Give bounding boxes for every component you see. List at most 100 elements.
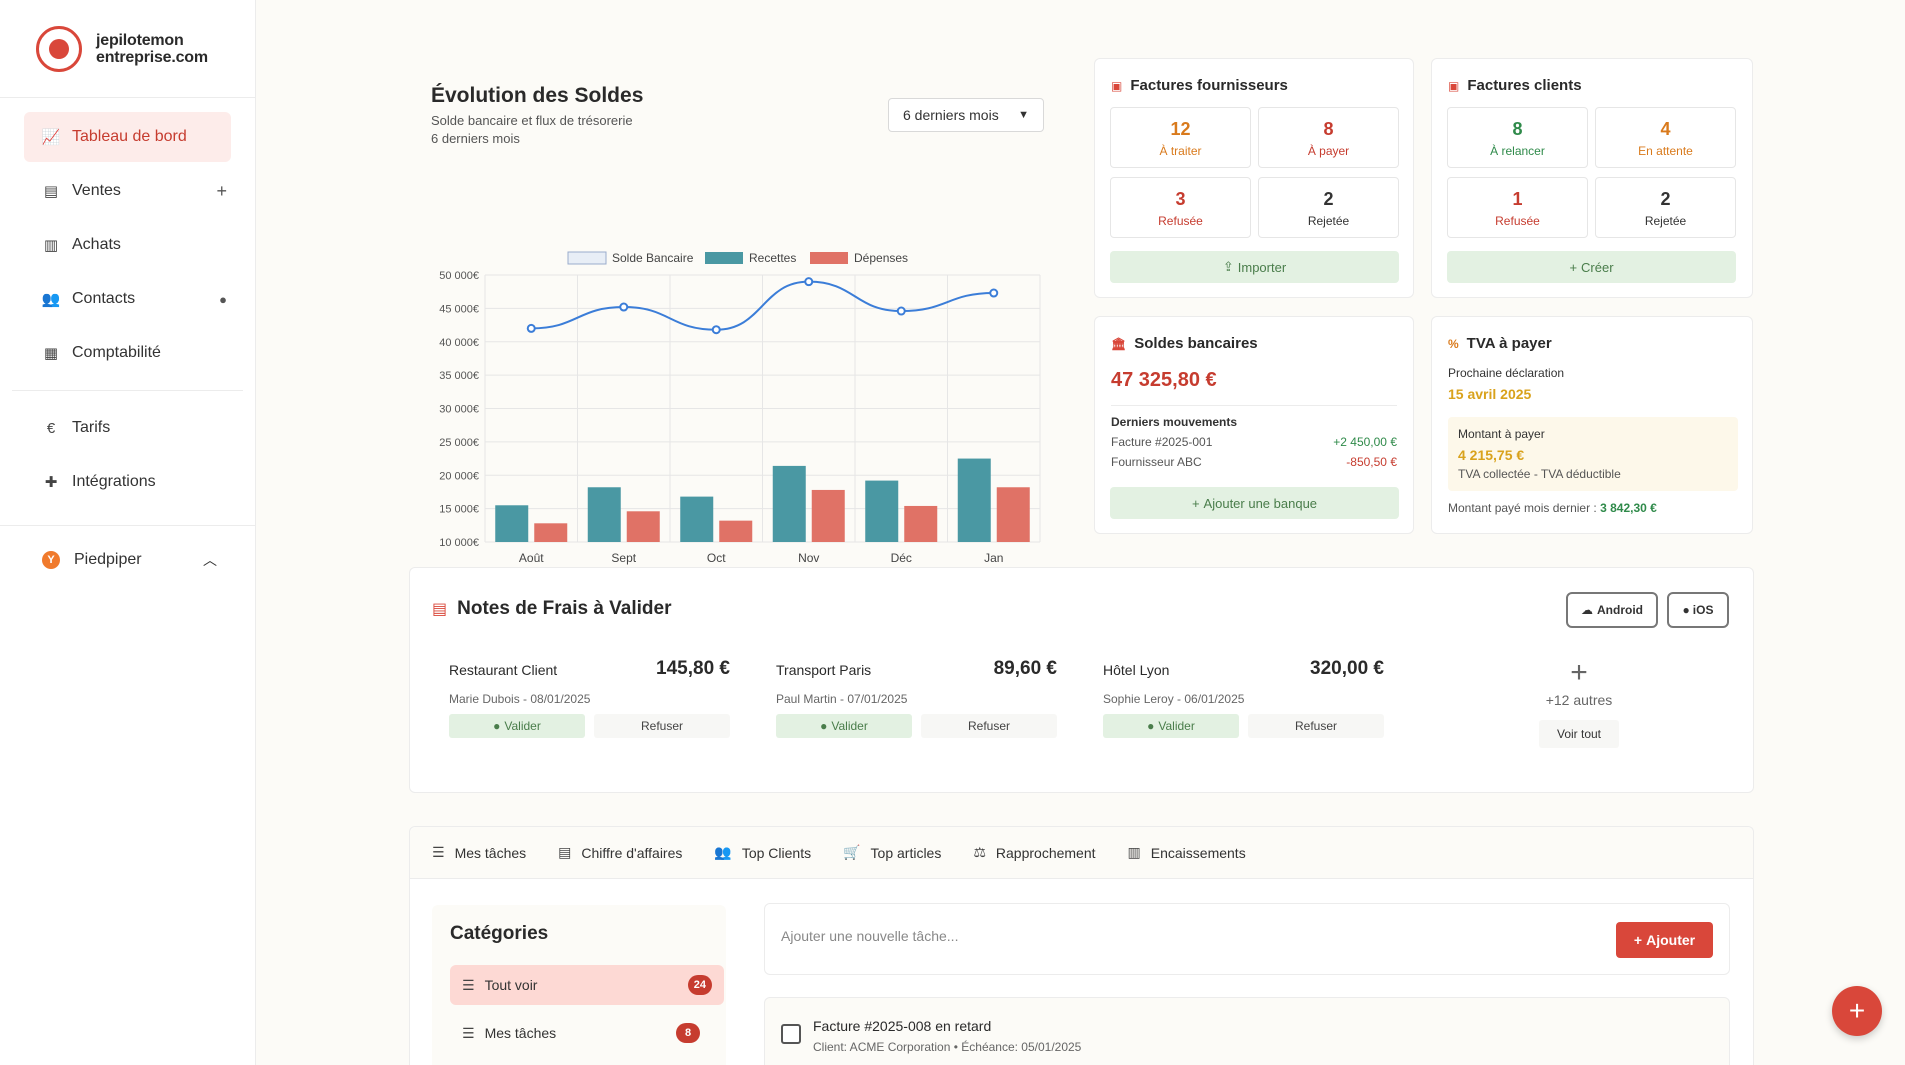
x-tick-label: Jan (984, 551, 1003, 565)
last-paid: Montant payé mois dernier : 3 842,30 € (1448, 501, 1657, 515)
android-button[interactable]: ☁ Android (1566, 592, 1658, 628)
tab-encaissements[interactable]: ▥ Encaissements (1127, 844, 1246, 861)
category-my-tasks[interactable]: ☰ Mes tâches 8 (450, 1013, 712, 1053)
x-tick-label: Oct (707, 551, 726, 565)
apple-icon: ● (1682, 603, 1690, 617)
stat-a-traiter[interactable]: 12 À traiter (1110, 107, 1251, 168)
bank-total: 47 325,80 € (1111, 369, 1217, 391)
stat-en-attente[interactable]: 4 En attente (1595, 107, 1736, 168)
tab-top-clients[interactable]: 👥 Top Clients (714, 844, 812, 861)
task-checkbox[interactable] (781, 1024, 801, 1044)
sidebar-item-ventes[interactable]: ▤ Ventes + (12, 166, 243, 216)
bar-recettes (495, 505, 529, 542)
expense-note: Restaurant Client 145,80 € Marie Dubois … (449, 658, 730, 762)
sidebar-item-dashboard[interactable]: 📈 Tableau de bord (24, 112, 231, 162)
legend-swatch (705, 252, 743, 264)
see-all-button[interactable]: Voir tout (1539, 720, 1619, 748)
add-task-button[interactable]: + Ajouter (1616, 922, 1713, 958)
line-point (619, 302, 629, 312)
validate-button[interactable]: ● Valider (449, 714, 585, 738)
tab-rapprochement[interactable]: ⚖ Rapprochement (973, 844, 1096, 861)
refuse-button[interactable]: Refuser (594, 714, 730, 738)
task-title: Facture #2025-008 en retard (813, 1018, 992, 1034)
period-select[interactable]: 6 derniers mois ▼ (888, 98, 1044, 132)
bar-recettes (772, 465, 806, 542)
file-import-icon: ▥ (43, 237, 59, 254)
legend-label: Recettes (749, 251, 796, 265)
stat-a-relancer[interactable]: 8 À relancer (1447, 107, 1588, 168)
plus-icon[interactable]: + (216, 180, 227, 201)
line-point (989, 288, 999, 298)
bar-depenses (904, 505, 938, 542)
chart-subtitle: Solde bancaire et flux de trésorerie 6 d… (431, 113, 633, 146)
sidebar-item-comptabilite[interactable]: ▦ Comptabilité (12, 328, 243, 378)
plus-icon[interactable]: + (1570, 656, 1588, 689)
legend-label: Solde Bancaire (612, 251, 694, 265)
movement-label: Facture #2025-001 (1111, 435, 1213, 449)
add-bank-button[interactable]: + Ajouter une banque (1110, 487, 1399, 519)
plus-icon: + (1191, 495, 1200, 511)
file-invoice-icon: ▣ (1448, 78, 1460, 93)
stat-a-payer[interactable]: 8 À payer (1258, 107, 1399, 168)
user-icon[interactable]: ● (219, 291, 227, 307)
y-tick-label: 50 000€ (439, 270, 479, 282)
org-name: Piedpiper (74, 551, 142, 568)
card-title: TVA à payer (1466, 335, 1552, 352)
chart-title: Évolution des Soldes (431, 84, 644, 107)
nav-divider (12, 390, 243, 391)
bank-balances-card: 🏛 Soldes bancaires 47 325,80 € Derniers … (1094, 316, 1414, 534)
y-tick-label: 45 000€ (439, 303, 479, 315)
tab-mes-taches[interactable]: ☰ Mes tâches (432, 844, 527, 861)
org-switcher[interactable]: Y Piedpiper ︿ (0, 534, 255, 586)
sidebar-item-achats[interactable]: ▥ Achats (12, 220, 243, 270)
line-point (804, 277, 814, 287)
movement-label: Fournisseur ABC (1111, 455, 1202, 469)
import-button[interactable]: ⇪ Importer (1110, 251, 1399, 283)
ios-button[interactable]: ● iOS (1667, 592, 1729, 628)
more-count: +12 autres (1545, 692, 1613, 708)
expense-notes-card: ▤ Notes de Frais à Valider ☁ Android ● i… (409, 567, 1754, 793)
y-tick-label: 35 000€ (439, 370, 479, 382)
vat-due-box: Montant à payer 4 215,75 € TVA collectée… (1448, 417, 1738, 491)
card-title: Factures fournisseurs (1130, 77, 1288, 94)
create-invoice-button[interactable]: + Créer (1447, 251, 1736, 283)
task-meta: Client: ACME Corporation • Échéance: 05/… (813, 1040, 1082, 1054)
line-point (711, 325, 721, 335)
stat-rejetee[interactable]: 2 Rejetée (1258, 177, 1399, 238)
line-point (526, 323, 536, 333)
category-all[interactable]: ☰ Tout voir 24 (450, 965, 724, 1005)
card-title: Soldes bancaires (1134, 335, 1258, 352)
sidebar-item-contacts[interactable]: 👥 Contacts ● (41, 290, 227, 308)
receipt-icon: ▥ (1127, 844, 1141, 860)
percent-icon: % (1448, 336, 1459, 351)
tab-bar: ☰ Mes tâches ▤ Chiffre d'affaires 👥 Top Cli… (410, 827, 1753, 879)
sidebar: jepilotemon entreprise.com 📈 Tableau de … (0, 0, 256, 1065)
tab-chiffre-affaires[interactable]: ▤ Chiffre d'affaires (558, 844, 683, 861)
categories-panel: Catégories ☰ Tout voir 24 ☰ Mes tâches 8 (432, 905, 726, 1065)
chart-line-icon: 📈 (41, 129, 61, 146)
stat-refusee[interactable]: 1 Refusée (1447, 177, 1588, 238)
y-tick-label: 10 000€ (439, 537, 479, 549)
movements-heading: Derniers mouvements (1111, 415, 1238, 429)
receipt-icon: ▤ (432, 601, 448, 618)
divider (1111, 405, 1397, 406)
bar-recettes (680, 496, 714, 542)
sidebar-item-tarifs[interactable]: € Tarifs (12, 403, 243, 453)
validate-button[interactable]: ● Valider (776, 714, 912, 738)
brand-logo[interactable]: jepilotemon entreprise.com (0, 0, 255, 98)
count-badge: 8 (676, 1023, 700, 1043)
new-task-input[interactable] (781, 928, 1581, 944)
card-title: Factures clients (1467, 77, 1582, 94)
stat-rejetee[interactable]: 2 Rejetée (1595, 177, 1736, 238)
refuse-button[interactable]: Refuser (1248, 714, 1384, 738)
section-title: Notes de Frais à Valider (457, 598, 672, 619)
stat-refusee[interactable]: 3 Refusée (1110, 177, 1251, 238)
refuse-button[interactable]: Refuser (921, 714, 1057, 738)
sidebar-item-integrations[interactable]: ✚ Intégrations (12, 457, 243, 507)
bar-depenses (534, 523, 568, 542)
floating-add-button[interactable]: + (1832, 986, 1882, 1036)
tab-top-articles[interactable]: 🛒 Top articles (843, 844, 942, 861)
x-tick-label: Sept (611, 551, 636, 565)
chevron-up-icon[interactable]: ︿ (203, 552, 217, 568)
validate-button[interactable]: ● Valider (1103, 714, 1239, 738)
